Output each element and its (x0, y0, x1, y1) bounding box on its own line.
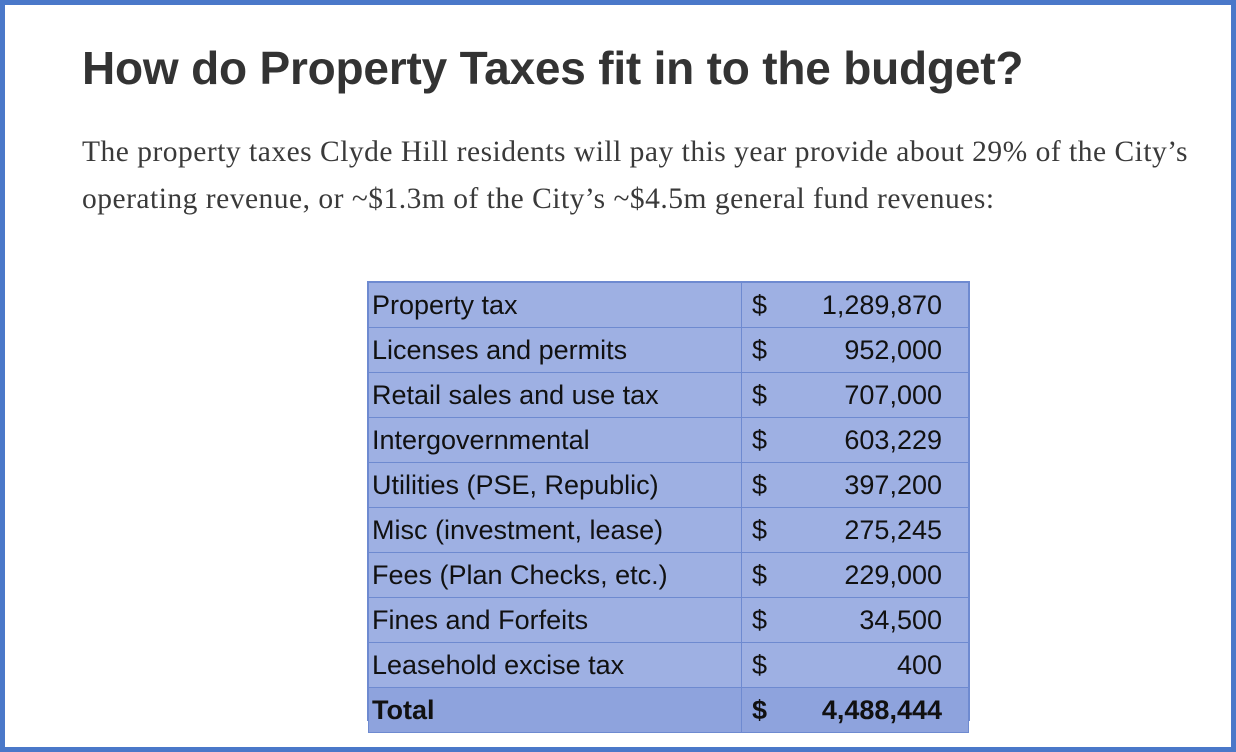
table-row: Utilities (PSE, Republic) $ 397,200 (368, 462, 969, 508)
row-amount-cell: $ 400 (741, 642, 969, 688)
currency-symbol: $ (752, 470, 768, 500)
row-label: Fees (Plan Checks, etc.) (368, 552, 742, 598)
table-row: Retail sales and use tax $ 707,000 (368, 372, 969, 418)
table-row: Intergovernmental $ 603,229 (368, 417, 969, 463)
total-label: Total (368, 687, 742, 733)
row-amount-cell: $ 952,000 (741, 327, 969, 373)
revenue-table: Property tax $ 1,289,870 Licenses and pe… (368, 282, 969, 733)
currency-symbol: $ (752, 515, 768, 545)
row-amount-cell: $ 603,229 (741, 417, 969, 463)
row-amount-cell: $ 707,000 (741, 372, 969, 418)
table-row: Misc (investment, lease) $ 275,245 (368, 507, 969, 553)
row-label: Licenses and permits (368, 327, 742, 373)
table-row: Fines and Forfeits $ 34,500 (368, 597, 969, 643)
total-amount: 4,488,444 (821, 695, 942, 725)
row-amount-cell: $ 397,200 (741, 462, 969, 508)
currency-symbol: $ (752, 290, 768, 320)
row-amount-cell: $ 229,000 (741, 552, 969, 598)
total-row: Total $ 4,488,444 (368, 687, 969, 733)
row-amount: 1,289,870 (821, 290, 942, 320)
currency-symbol: $ (752, 425, 768, 455)
row-amount: 952,000 (844, 335, 942, 365)
row-label: Intergovernmental (368, 417, 742, 463)
row-amount: 603,229 (844, 425, 942, 455)
table-row: Licenses and permits $ 952,000 (368, 327, 969, 373)
currency-symbol: $ (752, 335, 768, 365)
currency-symbol: $ (752, 380, 768, 410)
currency-symbol: $ (752, 650, 768, 680)
row-label: Leasehold excise tax (368, 642, 742, 688)
currency-symbol: $ (752, 560, 768, 590)
currency-symbol: $ (752, 695, 768, 725)
table-row: Fees (Plan Checks, etc.) $ 229,000 (368, 552, 969, 598)
row-amount: 275,245 (844, 515, 942, 545)
row-amount: 34,500 (859, 605, 942, 635)
row-label: Property tax (368, 282, 742, 328)
page-title: How do Property Taxes fit in to the budg… (82, 42, 1024, 94)
row-amount: 707,000 (844, 380, 942, 410)
table-row: Property tax $ 1,289,870 (368, 282, 969, 328)
row-label: Retail sales and use tax (368, 372, 742, 418)
row-amount-cell: $ 275,245 (741, 507, 969, 553)
intro-paragraph: The property taxes Clyde Hill residents … (82, 136, 1188, 215)
row-amount-cell: $ 1,289,870 (741, 282, 969, 328)
row-amount: 229,000 (844, 560, 942, 590)
row-label: Misc (investment, lease) (368, 507, 742, 553)
revenue-table-image: Property tax $ 1,289,870 Licenses and pe… (367, 281, 970, 733)
row-amount: 400 (896, 650, 942, 680)
total-amount-cell: $ 4,488,444 (741, 687, 969, 733)
row-amount-cell: $ 34,500 (741, 597, 969, 643)
table-row: Leasehold excise tax $ 400 (368, 642, 969, 688)
row-amount: 397,200 (844, 470, 942, 500)
row-label: Fines and Forfeits (368, 597, 742, 643)
row-label: Utilities (PSE, Republic) (368, 462, 742, 508)
currency-symbol: $ (752, 605, 768, 635)
